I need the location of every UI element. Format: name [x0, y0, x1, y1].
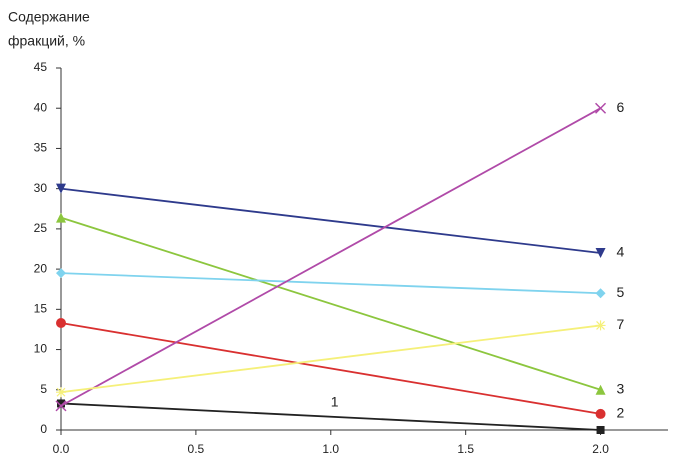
marker: [56, 183, 66, 194]
x-tick-label: 1.5: [457, 442, 474, 456]
series-line: [60, 322, 601, 415]
series-label: 2: [617, 405, 625, 421]
series-label: 1: [331, 393, 339, 409]
marker: [595, 248, 606, 259]
y-axis-title: фракций, %: [8, 33, 85, 49]
x-tick-label: 0.5: [188, 442, 205, 456]
marker: [595, 320, 606, 331]
y-axis-title: Содержание: [8, 9, 90, 25]
y-tick-label: 45: [34, 60, 48, 74]
series-line: [60, 402, 601, 431]
marker: [595, 102, 607, 114]
x-tick-label: 2.0: [592, 442, 609, 456]
series-line: [60, 187, 601, 254]
marker: [56, 387, 66, 398]
series-line: [60, 324, 601, 394]
marker: [56, 268, 66, 279]
series-line: [60, 216, 601, 391]
y-tick-label: 15: [34, 302, 48, 316]
y-tick-label: 20: [34, 261, 48, 275]
marker: [56, 318, 66, 329]
y-tick-label: 40: [34, 100, 48, 114]
series-line: [60, 107, 601, 407]
y-tick-label: 5: [40, 382, 47, 396]
marker: [595, 384, 606, 395]
marker: [55, 400, 67, 412]
marker: [595, 288, 606, 299]
series-label: 3: [617, 380, 625, 396]
series-label: 5: [617, 284, 625, 300]
series-label: 4: [617, 244, 625, 260]
marker: [595, 408, 606, 419]
y-tick-label: 35: [34, 141, 48, 155]
y-tick-label: 0: [40, 422, 47, 436]
x-tick-label: 0.0: [53, 442, 70, 456]
series-line: [60, 272, 601, 295]
y-tick-label: 10: [34, 342, 48, 356]
marker: [596, 426, 605, 434]
series-label: 6: [617, 99, 625, 115]
y-tick-label: 30: [34, 181, 48, 195]
x-tick-label: 1.0: [322, 442, 339, 456]
series-label: 7: [617, 316, 625, 332]
marker: [56, 212, 66, 223]
marker: [57, 399, 65, 408]
y-tick-label: 25: [34, 221, 48, 235]
